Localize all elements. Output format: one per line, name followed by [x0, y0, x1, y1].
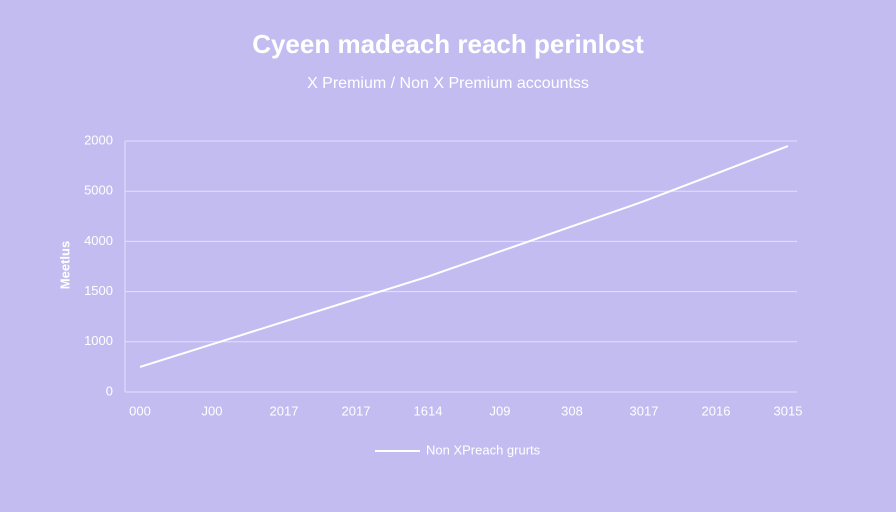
legend-label: Non XPreach grurts: [426, 442, 541, 457]
x-tick-label: 3015: [774, 403, 803, 418]
x-tick-label: 308: [561, 403, 583, 418]
y-tick-label: 5000: [84, 183, 113, 198]
x-tick-label: 1614: [414, 403, 443, 418]
y-tick-label: 0: [106, 383, 113, 398]
y-tick-label: 2000: [84, 132, 113, 147]
x-tick-label: 2017: [270, 403, 299, 418]
x-tick-label: 000: [129, 403, 151, 418]
y-tick-label: 1000: [84, 333, 113, 348]
data-line: [139, 145, 789, 368]
x-tick-label: J00: [202, 403, 223, 418]
x-tick-label: 2016: [702, 403, 731, 418]
y-tick-label: 1500: [84, 283, 113, 298]
y-axis-label: Meetlus: [57, 241, 72, 289]
x-tick-label: J09: [490, 403, 511, 418]
x-tick-label: 3017: [630, 403, 659, 418]
x-tick-label: 2017: [342, 403, 371, 418]
y-tick-label: 4000: [84, 233, 113, 248]
chart-subtitle: X Premium / Non X Premium accountss: [307, 75, 589, 92]
chart-title: Cyeen madeach reach perinlost: [252, 29, 644, 59]
